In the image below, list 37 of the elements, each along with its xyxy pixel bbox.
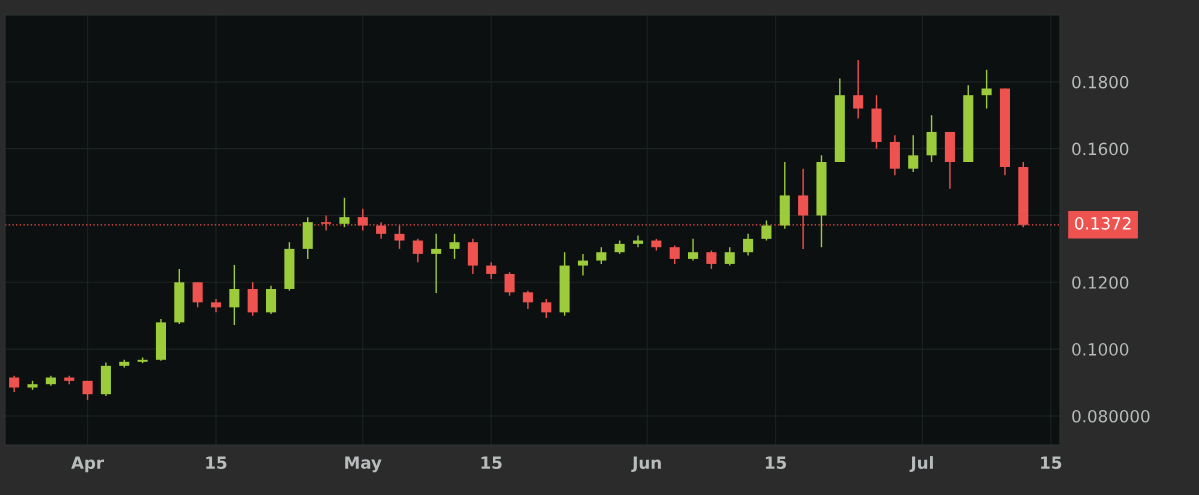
candlestick (853, 59, 864, 120)
x-tick-label: 15 (765, 456, 787, 470)
x-tick-label: May (345, 456, 382, 473)
candlestick (467, 238, 478, 275)
candlestick (266, 284, 277, 315)
candlestick (926, 114, 937, 163)
candlestick (706, 249, 717, 270)
y-tick-label: 0.1200 (1072, 276, 1129, 289)
x-tick-label: 15 (1041, 456, 1062, 470)
candlestick (981, 69, 992, 110)
candlestick (192, 281, 203, 309)
x-tick-label: 15 (481, 456, 502, 470)
candlestick (908, 134, 919, 173)
candlestick (743, 233, 754, 257)
candlestick (669, 244, 680, 265)
candlestick (504, 271, 515, 297)
x-tick-label: Jun (631, 456, 661, 473)
candlestick (522, 289, 533, 310)
y-tick-label: 0.080000 (1072, 409, 1150, 423)
y-tick-label: 0.1000 (1072, 343, 1129, 356)
candlestick (412, 238, 423, 263)
candlestick (577, 253, 588, 277)
x-tick-label: Jul (909, 456, 933, 473)
candlestick (431, 233, 442, 294)
ref-line-label: 0.1372 (1074, 217, 1131, 230)
candlestick (449, 233, 460, 260)
candlestick (339, 197, 350, 228)
candlestick (247, 281, 258, 317)
candlestick (229, 264, 240, 326)
x-tick-label: 15 (206, 456, 227, 470)
candlestick (541, 298, 552, 319)
candlestick (761, 219, 772, 242)
candlestick (724, 246, 735, 267)
candlestick (688, 238, 699, 262)
x-tick-label: Apr (71, 456, 105, 473)
y-tick-label: 0.1800 (1072, 75, 1129, 89)
y-tick-label: 0.1600 (1072, 142, 1129, 156)
